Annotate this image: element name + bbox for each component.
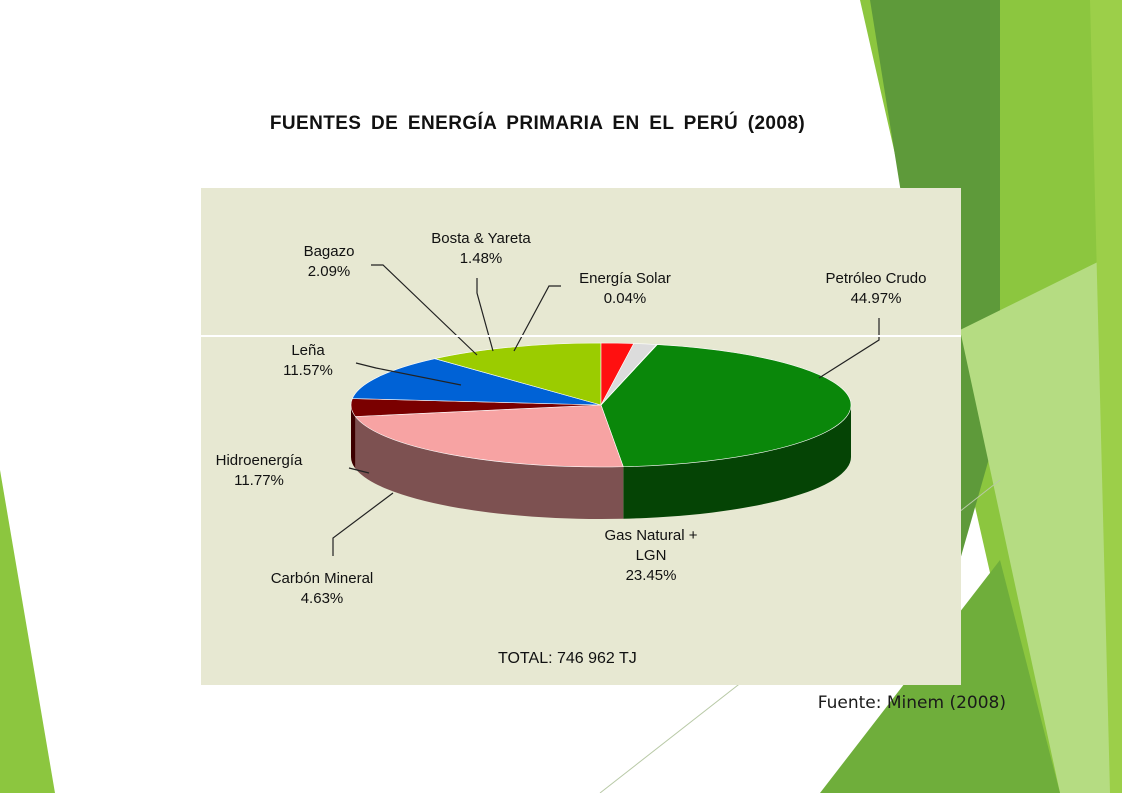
source-note: Fuente: Minem (2008) bbox=[817, 693, 1006, 713]
slice-value-bosta-yareta: 1.48% bbox=[460, 250, 503, 267]
pie-side-gas-natural-lgn bbox=[355, 416, 624, 519]
leader-line-hidroenergia bbox=[348, 467, 370, 474]
pie-chart: Petróleo Crudo 44.97% Gas Natural + LGN 23.4… bbox=[201, 230, 961, 667]
pie-slice-petroleo-crudo bbox=[600, 344, 852, 468]
slice-name-gas-natural-lgn-2: LGN bbox=[636, 547, 667, 564]
leader-line-bagazo bbox=[371, 264, 478, 356]
chart-panel: Petróleo Crudo 44.97% Gas Natural + LGN 23.4… bbox=[201, 188, 961, 685]
leader-lines bbox=[201, 264, 961, 556]
slice-value-hidroenergia: 11.77% bbox=[234, 472, 284, 489]
pie-slice-lena bbox=[434, 342, 602, 406]
slice-labels: Petróleo Crudo 44.97% Gas Natural + LGN 23.4… bbox=[216, 230, 927, 607]
slice-name-gas-natural-lgn-1: Gas Natural + bbox=[605, 527, 698, 544]
slice-name-lena: Leña bbox=[291, 342, 325, 359]
slice-value-energia-solar: 0.04% bbox=[604, 290, 647, 307]
chart-total-label: TOTAL: 746 962 TJ bbox=[498, 650, 637, 667]
leader-line-energia-solar bbox=[513, 285, 561, 352]
leader-line-carbon-mineral bbox=[332, 492, 394, 556]
deco-green-wedge-left bbox=[0, 470, 55, 793]
deco-green-strip bbox=[1090, 0, 1122, 793]
pie-slice-energia-solar bbox=[600, 344, 658, 406]
slice-name-bosta-yareta: Bosta & Yareta bbox=[431, 230, 531, 247]
pie-tops bbox=[350, 342, 852, 468]
slice-name-bagazo: Bagazo bbox=[304, 243, 355, 260]
slice-value-petroleo-crudo: 44.97% bbox=[851, 290, 902, 307]
leader-line-lena bbox=[355, 362, 462, 386]
slice-name-energia-solar: Energía Solar bbox=[579, 270, 671, 287]
pie-side-petroleo-crudo bbox=[623, 405, 851, 519]
slice-name-carbon-mineral: Carbón Mineral bbox=[271, 570, 374, 587]
pie-sides bbox=[351, 405, 851, 519]
pie-side-carbon-mineral bbox=[351, 405, 356, 469]
leader-line-petroleo-crudo bbox=[818, 318, 880, 379]
leader-line-bosta-yareta bbox=[476, 278, 494, 352]
slide-title: FUENTES DE ENERGÍA PRIMARIA EN EL PERÚ (… bbox=[269, 113, 806, 134]
slice-value-carbon-mineral: 4.63% bbox=[301, 590, 344, 607]
deco-green-panel-light bbox=[960, 250, 1122, 793]
pie-slice-gas-natural-lgn bbox=[354, 404, 624, 468]
slice-name-hidroenergia: Hidroenergía bbox=[216, 452, 303, 469]
slice-value-gas-natural-lgn: 23.45% bbox=[626, 567, 677, 584]
slice-name-petroleo-crudo: Petróleo Crudo bbox=[826, 270, 927, 287]
slice-value-bagazo: 2.09% bbox=[308, 263, 351, 280]
slice-value-lena: 11.57% bbox=[283, 362, 333, 379]
pie-slice-hidroenergia bbox=[351, 358, 602, 406]
